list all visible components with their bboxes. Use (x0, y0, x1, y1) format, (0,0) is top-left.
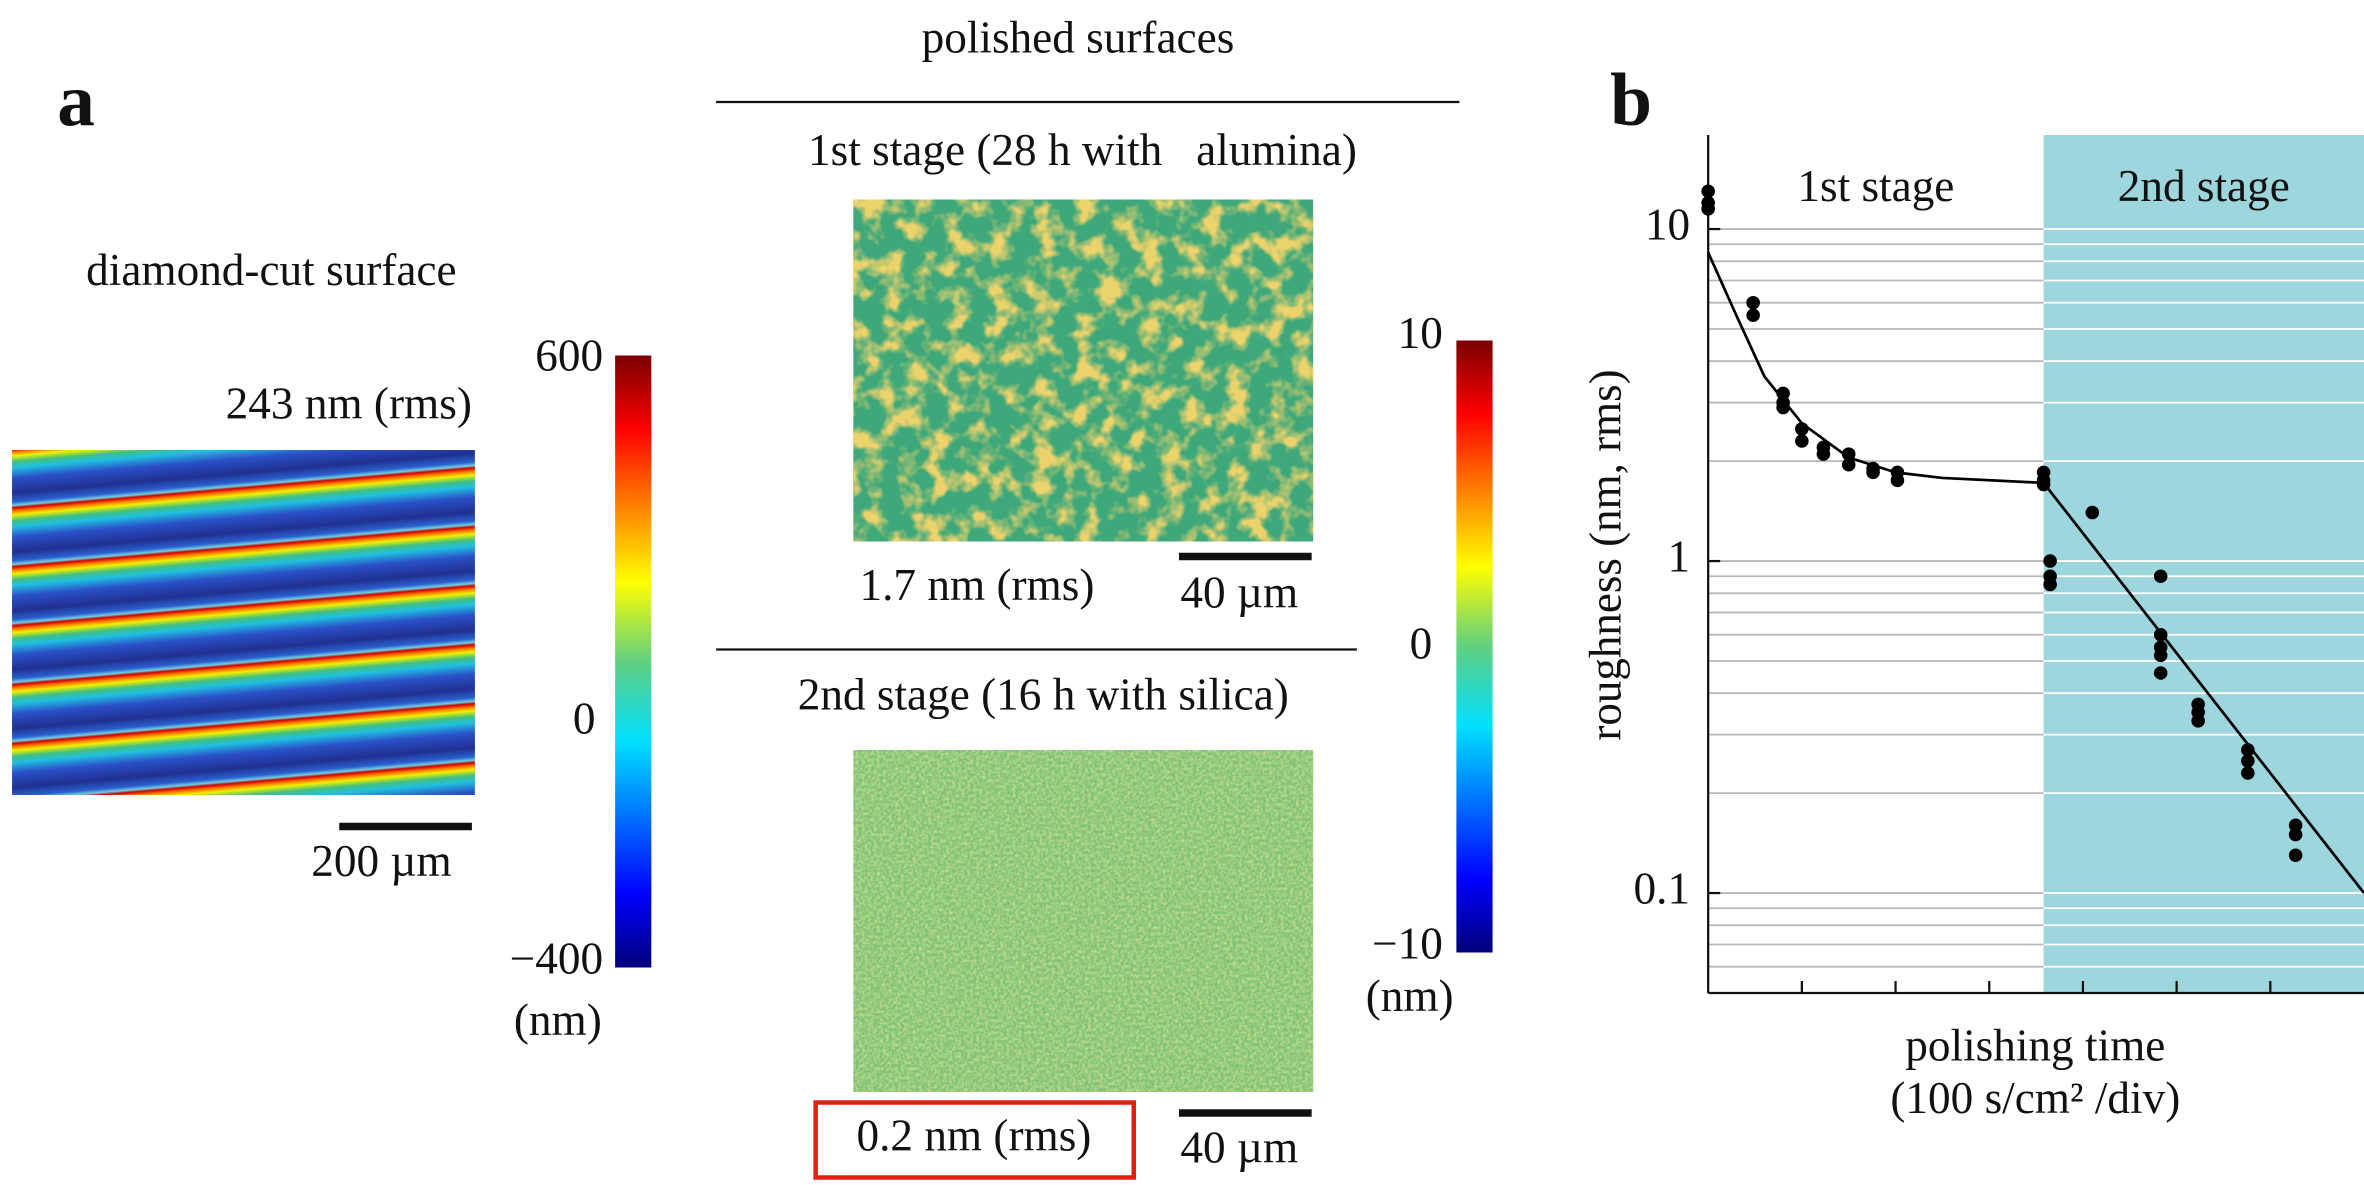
data-point (1816, 447, 1831, 461)
colorbar-tick: −10 (1372, 918, 1443, 968)
colorbar (615, 355, 652, 968)
data-point (1890, 473, 1905, 488)
data-point (1795, 434, 1809, 448)
diamond-rms: 243 nm (rms) (226, 378, 472, 428)
colorbar-unit: (nm) (514, 995, 602, 1045)
stage-label: 1st stage (1797, 161, 1954, 211)
polished-title: polished surfaces (922, 12, 1235, 62)
data-point (1746, 308, 1760, 323)
colorbar-tick: 10 (1398, 308, 1443, 358)
panel-label: a (57, 59, 95, 142)
data-point (2191, 714, 2205, 728)
stage2-title: 2nd stage (16 h with silica) (798, 669, 1289, 719)
colorbar-tick: −400 (510, 933, 603, 983)
data-point (2043, 554, 2057, 568)
colorbar (1456, 340, 1493, 953)
data-point (2288, 848, 2303, 862)
data-point (1841, 458, 1856, 472)
colorbar-tick: 0 (573, 693, 596, 743)
colorbar-tick: 600 (535, 330, 603, 380)
stage1-title: 1st stage (28 h with alumina) (808, 125, 1357, 175)
highlight-box (813, 1100, 1137, 1180)
diamond-image (12, 450, 475, 795)
y-tick-label: 10 (1645, 199, 1690, 249)
data-point (2085, 505, 2100, 520)
data-point (1866, 465, 1880, 480)
diamond-scale: 200 µm (311, 836, 451, 886)
stage1-texture (853, 199, 1314, 542)
data-point (2043, 577, 2057, 592)
stage2-scale: 40 µm (1180, 1122, 1298, 1172)
data-point (1746, 295, 1760, 310)
data-point (1701, 202, 1715, 216)
data-point (2241, 754, 2255, 768)
colorbar-unit: (nm) (1366, 971, 1454, 1021)
stage2-texture (853, 750, 1314, 1092)
stage-label: 2nd stage (2118, 161, 2290, 211)
data-point (2241, 743, 2255, 757)
fit-line (1706, 251, 2364, 894)
panel-label: b (1610, 59, 1652, 142)
data-point (1701, 184, 1715, 198)
x-axis-units: (100 s/cm² /div) (1890, 1073, 2180, 1123)
y-tick-label: 0.1 (1634, 863, 1691, 913)
x-axis-title: polishing time (1905, 1020, 2165, 1070)
stage1-scale: 40 µm (1180, 567, 1298, 617)
y-tick-label: 1 (1667, 531, 1690, 581)
data-point (2153, 666, 2168, 680)
colorbar-tick: 0 (1410, 618, 1433, 668)
diamond-title: diamond-cut surface (86, 245, 456, 295)
stage-region (2043, 135, 2364, 993)
stage1-rms: 1.7 nm (rms) (860, 560, 1095, 610)
stage2-rms: 0.2 nm (rms) (856, 1110, 1091, 1160)
data-point (2288, 827, 2303, 842)
data-point (2288, 818, 2303, 833)
data-point (2153, 569, 2168, 583)
data-point (2241, 766, 2255, 780)
data-point (2153, 640, 2168, 655)
y-axis-title: roughness (nm, rms) (1580, 369, 1630, 740)
